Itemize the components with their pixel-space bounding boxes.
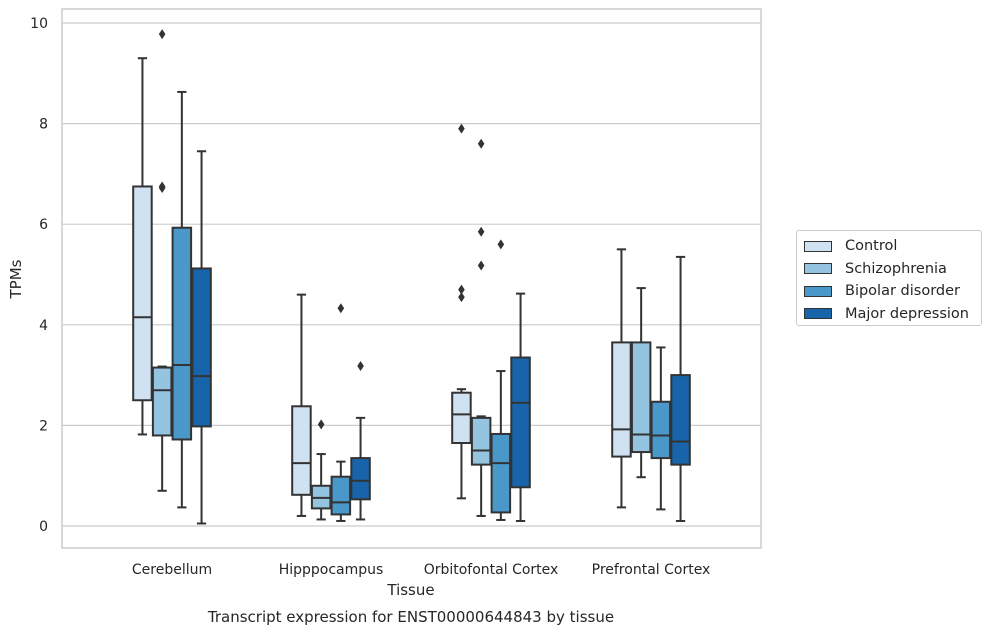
box-iqr: [291, 405, 312, 496]
box-iqr: [132, 185, 153, 402]
y-tick-label-0: 0: [39, 519, 48, 535]
outlier-point: [158, 181, 166, 192]
x-tick-label-cerebellum: Cerebellum: [132, 562, 212, 578]
outlier-point: [357, 361, 364, 372]
y-tick-label-6: 6: [39, 217, 48, 233]
box-iqr: [670, 374, 691, 466]
box-bipolar-disorder-orbitofontal-cortex: [490, 239, 512, 521]
box-iqr: [650, 400, 672, 460]
box-major-depression-hipppocampus: [350, 361, 371, 521]
box-bipolar-disorder-hipppocampus: [330, 303, 352, 522]
legend-swatch-control: [804, 240, 832, 252]
box-schizophrenia-orbitofontal-cortex: [470, 138, 492, 517]
y-tick-label-4: 4: [39, 318, 48, 334]
box-major-depression-prefrontal-cortex: [670, 255, 691, 522]
chart-title: Transcript expression for ENST0000064484…: [207, 608, 614, 626]
outlier-point: [337, 303, 345, 314]
legend-label-bipolar-disorder: Bipolar disorder: [845, 283, 960, 300]
box-bipolar-disorder-cerebellum: [171, 90, 193, 509]
legend-item-major-depression: Major depression: [804, 303, 981, 326]
box-iqr: [191, 267, 212, 428]
legend-item-control: Control: [804, 235, 981, 258]
x-tick-label-orbitofontal-cortex: Orbitofontal Cortex: [424, 562, 559, 578]
box-bipolar-disorder-prefrontal-cortex: [650, 346, 672, 511]
legend-swatch-schizophrenia: [804, 263, 832, 275]
outlier-point: [158, 29, 166, 40]
legend-item-bipolar-disorder: Bipolar disorder: [804, 280, 981, 303]
outlier-point: [477, 260, 485, 271]
outlier-point: [458, 284, 465, 295]
box-iqr: [470, 416, 492, 466]
box-schizophrenia-prefrontal-cortex: [630, 287, 652, 479]
box-major-depression-cerebellum: [191, 150, 212, 525]
box-schizophrenia-hipppocampus: [310, 419, 332, 521]
box-iqr: [510, 356, 531, 489]
y-tick-label-8: 8: [39, 117, 48, 133]
box-iqr: [490, 432, 512, 514]
legend-label-schizophrenia: Schizophrenia: [845, 260, 947, 277]
box-control-hipppocampus: [291, 293, 312, 517]
legend-swatch-bipolar-disorder: [804, 285, 832, 297]
box-control-prefrontal-cortex: [611, 248, 632, 509]
legend-item-schizophrenia: Schizophrenia: [804, 258, 981, 281]
outlier-point: [458, 123, 465, 134]
x-tick-label-hipppocampus: Hipppocampus: [279, 562, 384, 578]
plot-area: [61, 8, 762, 549]
box-iqr: [630, 341, 652, 454]
legend-label-control: Control: [845, 238, 898, 255]
outlier-point: [458, 292, 465, 303]
box-schizophrenia-cerebellum: [151, 29, 173, 492]
legend-swatch-major-depression: [804, 308, 832, 320]
x-axis-ticks: Cerebellum Hipppocampus Orbitofontal Corte…: [132, 562, 710, 578]
box-iqr: [350, 457, 371, 501]
box-iqr: [330, 475, 352, 516]
x-tick-label-prefrontal-cortex: Prefrontal Cortex: [592, 562, 711, 578]
box-iqr: [451, 391, 472, 445]
legend: Control Schizophrenia Bipolar disorder M…: [796, 230, 982, 326]
outlier-point: [317, 419, 325, 430]
legend-label-major-depression: Major depression: [845, 305, 969, 322]
y-axis-label: TPMs: [7, 259, 25, 299]
box-control-orbitofontal-cortex: [451, 123, 472, 500]
box-iqr: [611, 341, 632, 458]
outlier-point: [477, 138, 485, 149]
y-axis-ticks: 0 2 4 6 8 10: [30, 16, 48, 535]
y-tick-label-10: 10: [30, 16, 48, 32]
box-control-cerebellum: [132, 57, 153, 436]
x-axis-label: Tissue: [386, 581, 434, 599]
box-iqr: [171, 226, 193, 441]
outlier-point: [497, 239, 505, 250]
boxes: [132, 29, 691, 525]
outlier-point: [477, 226, 485, 237]
box-major-depression-orbitofontal-cortex: [510, 292, 531, 522]
box-iqr: [151, 366, 173, 437]
y-tick-label-2: 2: [39, 418, 48, 434]
